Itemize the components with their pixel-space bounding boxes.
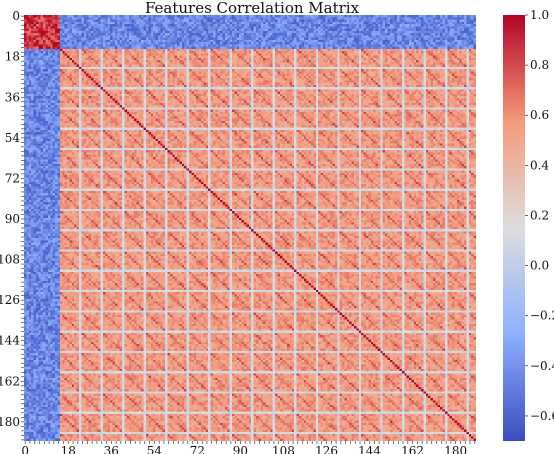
x-tick-label: 36 <box>104 444 119 454</box>
x-tick-label: 18 <box>61 444 76 454</box>
y-tick-label: 180 <box>0 415 20 429</box>
chart-title: Features Correlation Matrix <box>145 0 360 17</box>
x-tick-label: 90 <box>233 444 248 454</box>
colorbar-tick-label: 1.0 <box>530 8 549 22</box>
x-tick-label: 162 <box>401 444 424 454</box>
x-tick-label: 126 <box>315 444 338 454</box>
y-tick-label: 126 <box>0 293 20 307</box>
x-axis: 0 18 36 54 72 90 108 126 144 162 180 <box>21 441 476 454</box>
y-tick-label: 90 <box>5 212 20 226</box>
y-tick-label: 36 <box>5 90 20 104</box>
y-tick-label: 0 <box>12 9 20 23</box>
colorbar-tick-label: 0.0 <box>530 259 549 273</box>
y-tick-label: 72 <box>5 171 20 185</box>
y-tick-label: 18 <box>5 50 20 64</box>
y-tick-label: 54 <box>5 131 21 145</box>
x-tick-label: 0 <box>21 444 29 454</box>
y-axis: 0 18 36 54 72 90 108 126 144 162 180 <box>0 9 24 441</box>
colorbar <box>503 15 525 441</box>
x-tick-label: 72 <box>190 444 205 454</box>
x-tick-label: 108 <box>272 444 295 454</box>
colorbar-tick-label: −0.6 <box>530 409 554 423</box>
heatmap-cells <box>24 15 476 441</box>
heatmap-plot-area <box>24 15 476 441</box>
colorbar-tick-label: 0.6 <box>530 108 549 122</box>
colorbar-tick-label: −0.4 <box>530 359 554 373</box>
y-tick-label: 162 <box>0 374 20 388</box>
colorbar-axis: 1.0 0.8 0.6 0.4 0.2 0.0 −0.2 −0.4 −0.6 <box>525 8 554 423</box>
colorbar-tick-label: 0.8 <box>530 58 549 72</box>
colorbar-tick-label: −0.2 <box>530 309 554 323</box>
x-tick-label: 180 <box>444 444 467 454</box>
x-tick-label: 54 <box>147 444 163 454</box>
x-tick-label: 144 <box>358 444 381 454</box>
colorbar-tick-label: 0.4 <box>530 158 549 172</box>
y-tick-label: 144 <box>0 334 20 348</box>
colorbar-tick-label: 0.2 <box>530 208 549 222</box>
y-tick-label: 108 <box>0 253 20 267</box>
